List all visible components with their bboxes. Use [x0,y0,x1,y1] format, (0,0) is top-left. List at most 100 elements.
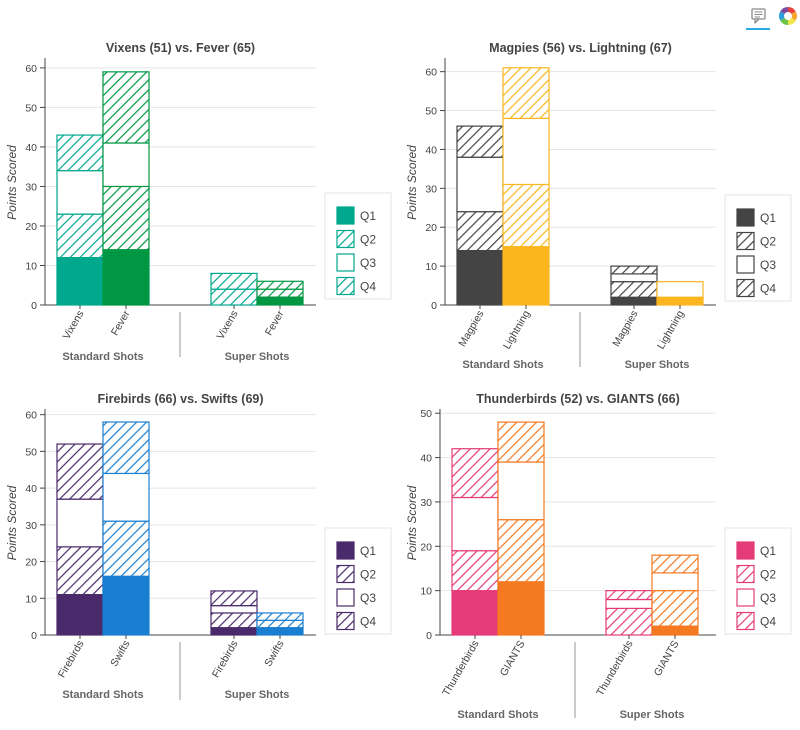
chart-title: Firebirds (66) vs. Swifts (69) [97,392,263,406]
legend-label[interactable]: Q1 [360,544,376,558]
x-tick-label: Lightning [655,308,687,351]
y-tick-label: 50 [25,102,37,114]
bar-segment-q2 [256,288,304,298]
bar-segment-q3 [56,170,104,215]
group-label: Standard Shots [457,709,538,721]
legend: Q1 Q2 Q3 Q4 [724,194,792,302]
y-tick-label: 30 [25,181,37,193]
legend-swatch[interactable] [336,611,355,631]
legend-swatch[interactable] [736,588,755,607]
y-tick-label: 0 [426,630,432,642]
legend-label[interactable]: Q3 [760,591,776,605]
legend-swatch[interactable] [336,276,355,296]
legend-label[interactable]: Q1 [360,209,376,223]
legend-label[interactable]: Q4 [760,282,776,296]
legend-swatch[interactable] [336,588,355,607]
chart-title: Vixens (51) vs. Fever (65) [106,41,255,55]
x-tick-label: Fever [109,308,133,338]
legend-label[interactable]: Q4 [360,280,376,294]
group-label: Super Shots [225,351,290,363]
toolbar [740,0,800,32]
bar-segment-q1 [56,594,104,636]
bar-segment-q1 [210,627,258,636]
x-tick-label: Magpies [610,309,640,349]
bar-segment-q3 [502,117,550,186]
y-tick-label: 30 [425,183,437,195]
legend: Q1 Q2 Q3 Q4 [324,192,392,300]
bar-segment-q2 [605,607,653,636]
legend-label[interactable]: Q2 [360,568,376,582]
legend-swatch[interactable] [736,208,755,227]
bar-segment-q1 [456,249,504,306]
bar-segment-q4 [56,443,104,500]
bar-segment-q3 [456,156,504,213]
y-tick-label: 10 [420,586,432,598]
x-tick-label: Vixens [61,309,87,342]
legend-swatch[interactable] [336,206,355,225]
y-tick-label: 0 [31,300,37,312]
bar-segment-q4 [605,590,653,601]
legend-swatch[interactable] [336,541,355,560]
legend-label[interactable]: Q1 [760,544,776,558]
bar-segment-q4 [451,448,499,499]
legend-swatch[interactable] [736,278,755,298]
legend-label[interactable]: Q2 [760,235,776,249]
group-label: Standard Shots [62,689,143,701]
bar-segment-q2 [102,520,150,577]
x-tick-label: Swifts [108,639,132,669]
y-axis-label: Points Scored [405,485,419,560]
legend-swatch[interactable] [736,231,755,251]
hover-tooltip-icon[interactable] [746,4,770,30]
legend-swatch[interactable] [336,253,355,272]
legend-label[interactable]: Q1 [760,211,776,225]
legend-swatch[interactable] [736,564,755,584]
bar-segment-q3 [56,498,104,548]
bar-segment-q4 [256,280,304,290]
y-tick-label: 40 [420,453,432,465]
bar-segment-q1 [56,256,104,306]
bar-segment-q3 [656,281,704,298]
x-tick-label: Firebirds [56,639,87,680]
x-tick-label: Swifts [262,639,286,669]
legend-label[interactable]: Q2 [360,233,376,247]
legend-label[interactable]: Q3 [360,591,376,605]
bar-segment-q1 [502,246,550,306]
y-axis-label: Points Scored [5,145,19,220]
bar-segment-q2 [210,612,258,629]
bar-segment-q4 [56,134,104,172]
legend-box [724,527,792,635]
y-tick-label: 60 [25,63,37,75]
y-tick-label: 10 [25,260,37,272]
legend: Q1 Q2 Q3 Q4 [324,527,392,635]
y-tick-label: 20 [25,221,37,233]
bar-segment-q3 [102,142,150,188]
y-tick-label: 10 [25,593,37,605]
legend-swatch[interactable] [736,611,755,631]
bar-segment-q4 [497,421,545,463]
legend-label[interactable]: Q3 [760,258,776,272]
y-axis-label: Points Scored [405,145,419,220]
bar-segment-q4 [210,590,258,607]
y-tick-label: 40 [25,483,37,495]
legend-label[interactable]: Q4 [760,615,776,629]
bar-segment-q1 [256,627,304,636]
bar-segment-q1 [610,296,658,306]
chart-panel: Vixens (51) vs. Fever (65) 0 10 20 30 40 50 60 P… [5,41,392,363]
legend-label[interactable]: Q2 [760,568,776,582]
legend-swatch[interactable] [736,255,755,274]
legend-label[interactable]: Q4 [360,615,376,629]
y-tick-label: 30 [25,520,37,532]
y-tick-label: 50 [420,408,432,420]
legend-swatch[interactable] [336,564,355,584]
legend-swatch[interactable] [736,541,755,560]
bar-segment-q2 [102,185,150,251]
group-label: Super Shots [620,709,685,721]
x-tick-label: Fever [263,308,287,338]
bokeh-logo-icon[interactable] [776,4,800,28]
y-tick-label: 20 [25,557,37,569]
x-tick-label: Thunderbirds [594,639,635,699]
group-label: Standard Shots [462,359,543,371]
legend-label[interactable]: Q3 [360,256,376,270]
group-label: Super Shots [625,359,690,371]
legend-swatch[interactable] [336,229,355,249]
